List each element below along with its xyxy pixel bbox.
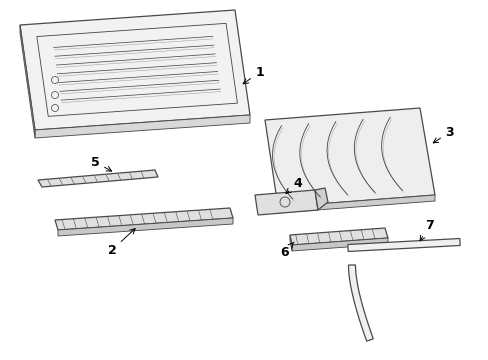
Polygon shape [38,170,158,187]
Polygon shape [58,218,232,236]
Text: 7: 7 [419,219,433,241]
Polygon shape [264,108,434,207]
Text: 2: 2 [107,229,135,257]
Text: 4: 4 [285,176,302,193]
Polygon shape [289,228,387,245]
Polygon shape [289,235,291,251]
Polygon shape [347,239,459,252]
Text: 3: 3 [432,126,453,143]
Text: 1: 1 [243,66,264,84]
Text: 5: 5 [90,156,111,171]
Text: 6: 6 [280,242,293,258]
Polygon shape [35,115,249,138]
Polygon shape [348,265,372,341]
Polygon shape [55,208,232,230]
Polygon shape [254,190,317,215]
Polygon shape [278,195,434,213]
Polygon shape [291,238,387,251]
Polygon shape [314,188,327,210]
Polygon shape [20,10,249,130]
Polygon shape [20,25,35,138]
